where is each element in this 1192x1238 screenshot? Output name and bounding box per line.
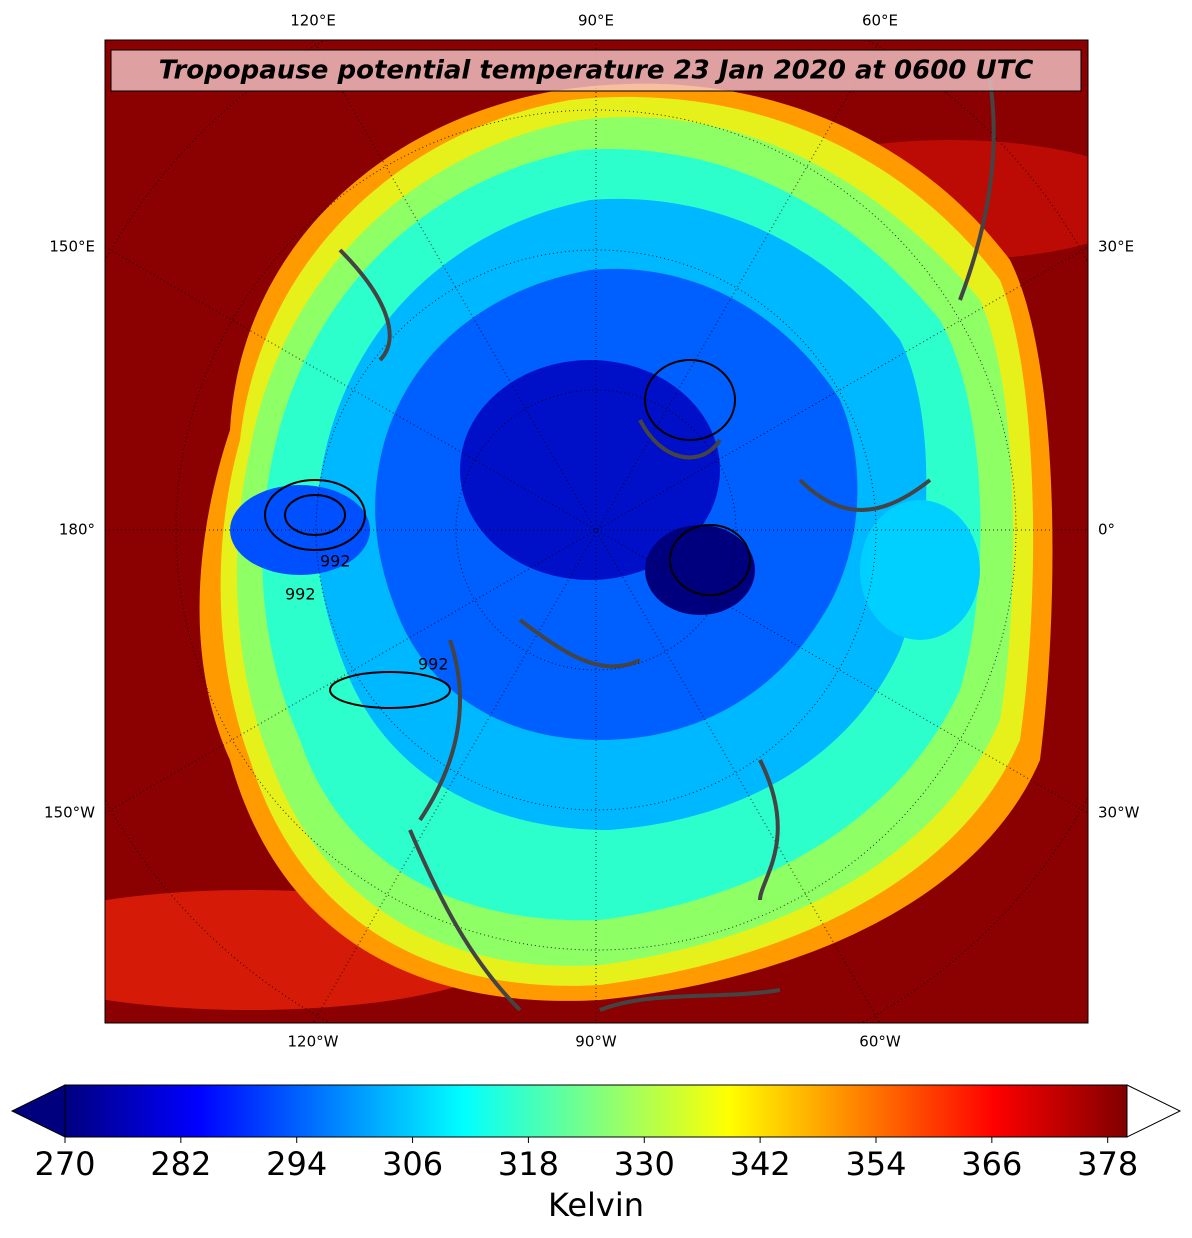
colorbar-gradient bbox=[65, 1085, 1127, 1137]
lon-label: 150°W bbox=[44, 804, 95, 822]
map-frame bbox=[104, 39, 1089, 1024]
title: Tropopause potential temperature 23 Jan … bbox=[159, 56, 1034, 86]
colorbar-tick-label: 366 bbox=[961, 1145, 1022, 1183]
colorbar-label: Kelvin bbox=[548, 1186, 644, 1224]
lon-label: 60°E bbox=[862, 12, 898, 30]
colorbar-tick-label: 270 bbox=[34, 1145, 95, 1183]
colorbar-frame bbox=[64, 1084, 1128, 1138]
lon-label: 90°W bbox=[575, 1033, 617, 1051]
colorbar-extend-max bbox=[1126, 1084, 1182, 1138]
lon-label: 0° bbox=[1098, 521, 1115, 539]
colorbar-tick-label: 342 bbox=[730, 1145, 791, 1183]
lon-label: 60°W bbox=[859, 1033, 901, 1051]
colorbar-tick-label: 330 bbox=[614, 1145, 675, 1183]
contour-label: 992 bbox=[418, 655, 449, 674]
colorbar-tick-label: 378 bbox=[1077, 1145, 1138, 1183]
lon-label: 150°E bbox=[49, 238, 95, 256]
title-box bbox=[110, 49, 1082, 92]
colorbar-extend-min bbox=[10, 1084, 66, 1138]
contour-label: 992 bbox=[320, 552, 351, 571]
contour-label: 992 bbox=[285, 585, 316, 604]
lon-label: 180° bbox=[59, 521, 95, 539]
lon-label: 90°E bbox=[578, 12, 614, 30]
colorbar-tick-label: 318 bbox=[498, 1145, 559, 1183]
colorbar-tick-label: 294 bbox=[266, 1145, 327, 1183]
colorbar-tick-label: 282 bbox=[150, 1145, 211, 1183]
lon-label: 30°W bbox=[1098, 804, 1140, 822]
map-field: 992 992 992 bbox=[105, 40, 1088, 1023]
colorbar-tick-label: 354 bbox=[845, 1145, 906, 1183]
lon-label: 120°W bbox=[288, 1033, 339, 1051]
colorbar-tick-label: 306 bbox=[382, 1145, 443, 1183]
colorbar: 270 282 294 306 318 330 342 354 366 378 bbox=[10, 1084, 1182, 1183]
lon-label: 120°E bbox=[290, 12, 336, 30]
lon-label: 30°E bbox=[1098, 238, 1134, 256]
